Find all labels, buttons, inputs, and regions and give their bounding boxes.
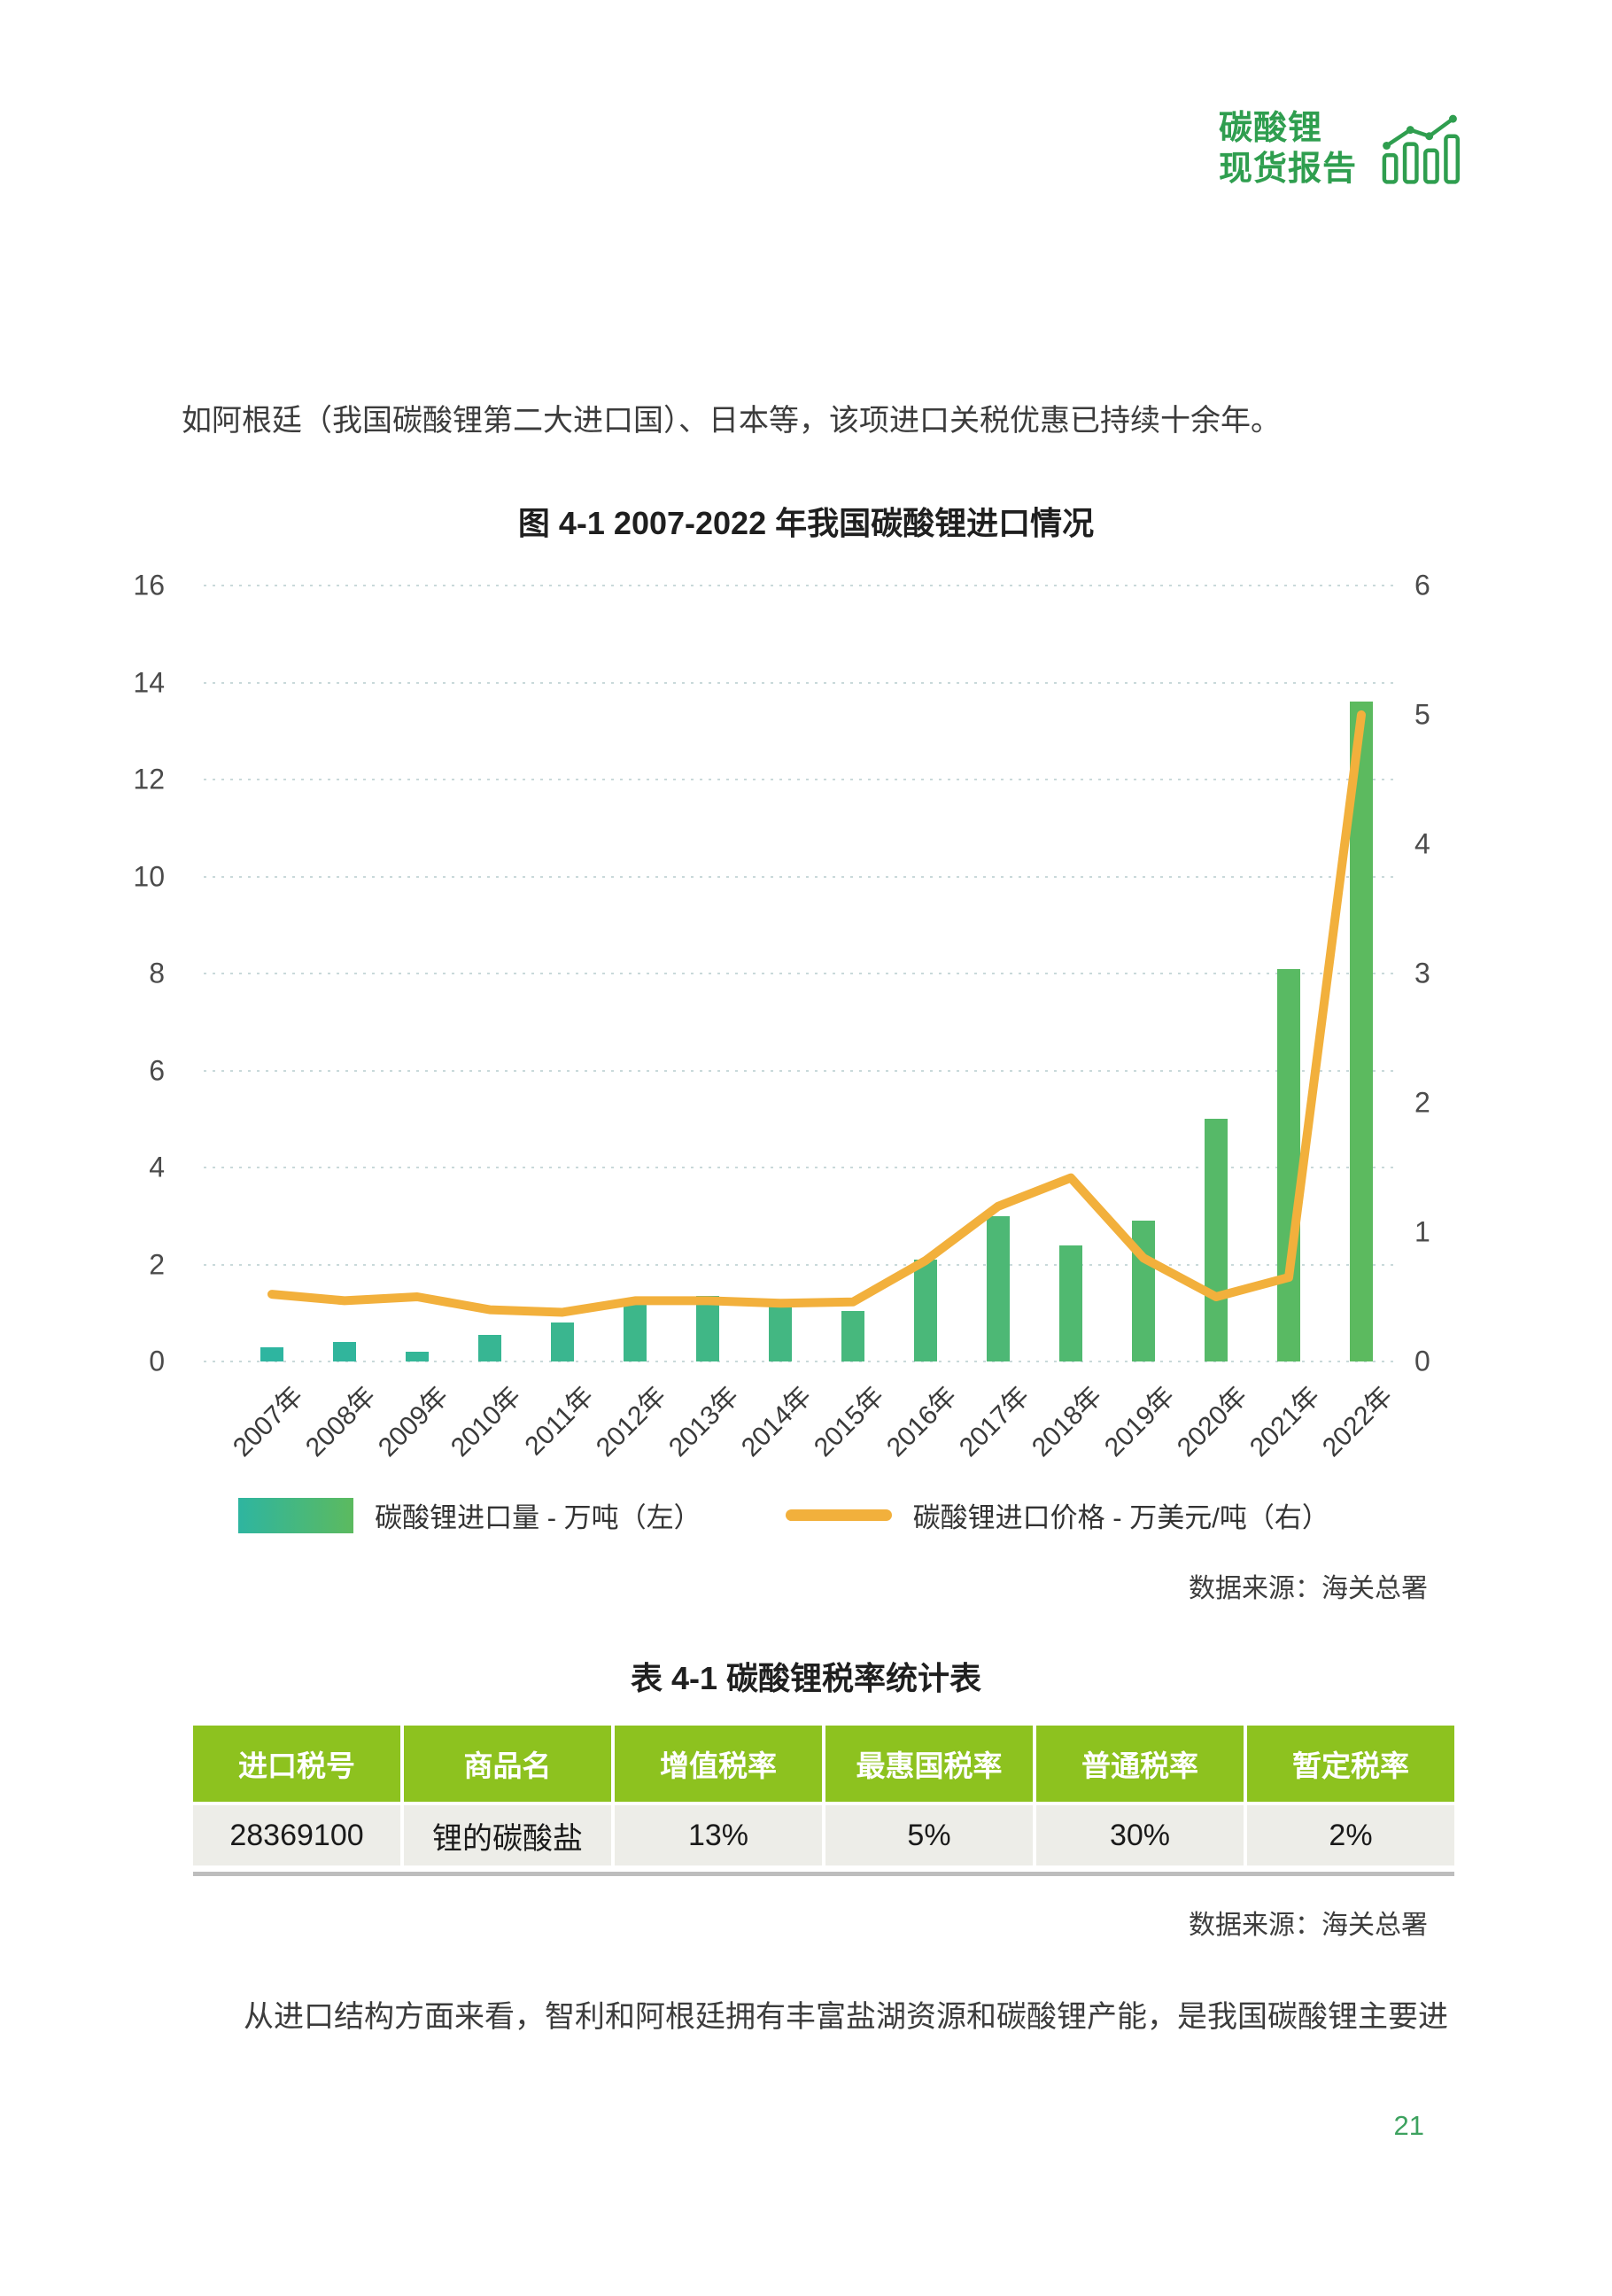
logo-wordmark: 碳酸锂 现货报告: [1219, 108, 1357, 190]
left-axis-tick: 2: [149, 1248, 165, 1280]
volume-legend-swatch: [238, 1497, 354, 1533]
right-axis-tick: 6: [1414, 569, 1430, 601]
table-header-cell: 增值税率: [615, 1726, 822, 1802]
left-axis-tick: 10: [133, 860, 165, 892]
price-legend-swatch: [785, 1509, 892, 1521]
x-axis-tick: 2012年: [590, 1381, 672, 1463]
bar-2018年: [1059, 1245, 1082, 1361]
right-axis-tick: 5: [1414, 698, 1430, 731]
left-axis-tick: 0: [149, 1345, 165, 1377]
chart-legend: 碳酸锂进口量 - 万吨（左） 碳酸锂进口价格 - 万美元/吨（右）: [133, 1495, 1435, 1535]
bar-2016年: [914, 1260, 937, 1361]
table-data-cell: 锂的碳酸盐: [404, 1805, 611, 1866]
right-axis-tick: 2: [1414, 1086, 1430, 1119]
x-axis-tick: 2015年: [808, 1381, 890, 1463]
right-axis-tick: 4: [1414, 827, 1430, 860]
x-axis-tick: 2008年: [299, 1381, 382, 1463]
table-header-cell: 普通税率: [1036, 1726, 1244, 1802]
price-legend-label: 碳酸锂进口价格 - 万美元/吨（右）: [912, 1502, 1329, 1533]
left-axis-tick: 14: [133, 666, 165, 698]
x-axis-tick: 2021年: [1244, 1381, 1326, 1463]
bar-2017年: [987, 1215, 1010, 1361]
left-axis-tick: 12: [133, 763, 165, 795]
x-axis-tick: 2018年: [1026, 1381, 1108, 1463]
right-axis-tick: 3: [1414, 957, 1430, 989]
bar-2014年: [769, 1303, 792, 1361]
table-header-cell: 最惠国税率: [825, 1726, 1033, 1802]
tax-rate-table: 进口税号 商品名 增值税率 最惠国税率 普通税率 暂定税率 28369100 锂…: [193, 1726, 1454, 1866]
bar-2009年: [406, 1352, 429, 1361]
left-axis-tick: 4: [149, 1151, 165, 1183]
chart-data-source: 数据来源：海关总署: [1189, 1574, 1428, 1603]
bar-2008年: [333, 1342, 356, 1361]
x-axis-tick: 2017年: [953, 1381, 1035, 1463]
x-axis-tick: 2019年: [1098, 1381, 1181, 1463]
table-data-cell: 13%: [615, 1805, 822, 1866]
page-number: 21: [1393, 2110, 1424, 2141]
table-data-cell: 5%: [825, 1805, 1033, 1866]
price-line: [267, 710, 1366, 1317]
right-axis-tick: 1: [1414, 1215, 1430, 1248]
chart-title: 图 4-1 2007-2022 年我国碳酸锂进口情况: [517, 505, 1095, 541]
left-axis-tick: 6: [149, 1054, 165, 1086]
table-header-cell: 进口税号: [193, 1726, 400, 1802]
x-axis-tick: 2010年: [445, 1381, 527, 1463]
bar-2012年: [624, 1303, 647, 1361]
x-axis-tick: 2020年: [1171, 1381, 1253, 1463]
x-axis-tick: 2013年: [663, 1381, 745, 1463]
left-axis-tick: 8: [149, 957, 165, 989]
report-logo: 碳酸锂 现货报告: [1219, 108, 1460, 190]
bar-2022年: [1350, 702, 1373, 1361]
logo-line-2: 现货报告: [1218, 151, 1357, 189]
bar-chart-logo-icon: [1382, 115, 1460, 185]
bar-2007年: [260, 1346, 283, 1361]
left-axis-tick: 16: [133, 569, 165, 601]
body-paragraph-2: 从进口结构方面来看，智利和阿根廷拥有丰富盐湖资源和碳酸锂产能，是我国碳酸锂主要进: [244, 2000, 1448, 2034]
bar-2021年: [1277, 968, 1300, 1361]
table-data-cell: 28369100: [193, 1805, 400, 1866]
table-header-cell: 暂定税率: [1247, 1726, 1454, 1802]
bar-2020年: [1205, 1119, 1228, 1361]
logo-line-1: 碳酸锂: [1218, 110, 1322, 147]
x-axis-tick: 2011年: [519, 1381, 600, 1462]
x-axis-tick: 2022年: [1316, 1381, 1399, 1463]
x-axis-tick: 2016年: [880, 1381, 963, 1463]
volume-legend-label: 碳酸锂进口量 - 万吨（左）: [375, 1502, 701, 1533]
table-data-cell: 2%: [1247, 1805, 1454, 1866]
table-title: 表 4-1 碳酸锂税率统计表: [630, 1660, 982, 1696]
x-axis-tick: 2007年: [227, 1381, 309, 1463]
bar-2013年: [696, 1296, 719, 1361]
bar-2010年: [478, 1334, 501, 1361]
bar-2015年: [841, 1310, 864, 1361]
legend-item-volume: 碳酸锂进口量 - 万吨（左）: [238, 1495, 701, 1535]
legend-item-price: 碳酸锂进口价格 - 万美元/吨（右）: [785, 1495, 1329, 1535]
table-header-cell: 商品名: [404, 1726, 611, 1802]
bar-2011年: [551, 1323, 574, 1361]
x-axis-tick: 2009年: [372, 1381, 454, 1463]
x-axis-tick: 2014年: [735, 1381, 818, 1463]
right-axis-tick: 0: [1414, 1345, 1430, 1377]
body-paragraph-1: 如阿根廷（我国碳酸锂第二大进口国）、日本等，该项进口关税优惠已持续十余年。: [182, 404, 1281, 438]
table-data-source: 数据来源：海关总署: [1189, 1911, 1428, 1940]
table-data-cell: 30%: [1036, 1805, 1244, 1866]
table-bottom-rule: [193, 1872, 1454, 1876]
